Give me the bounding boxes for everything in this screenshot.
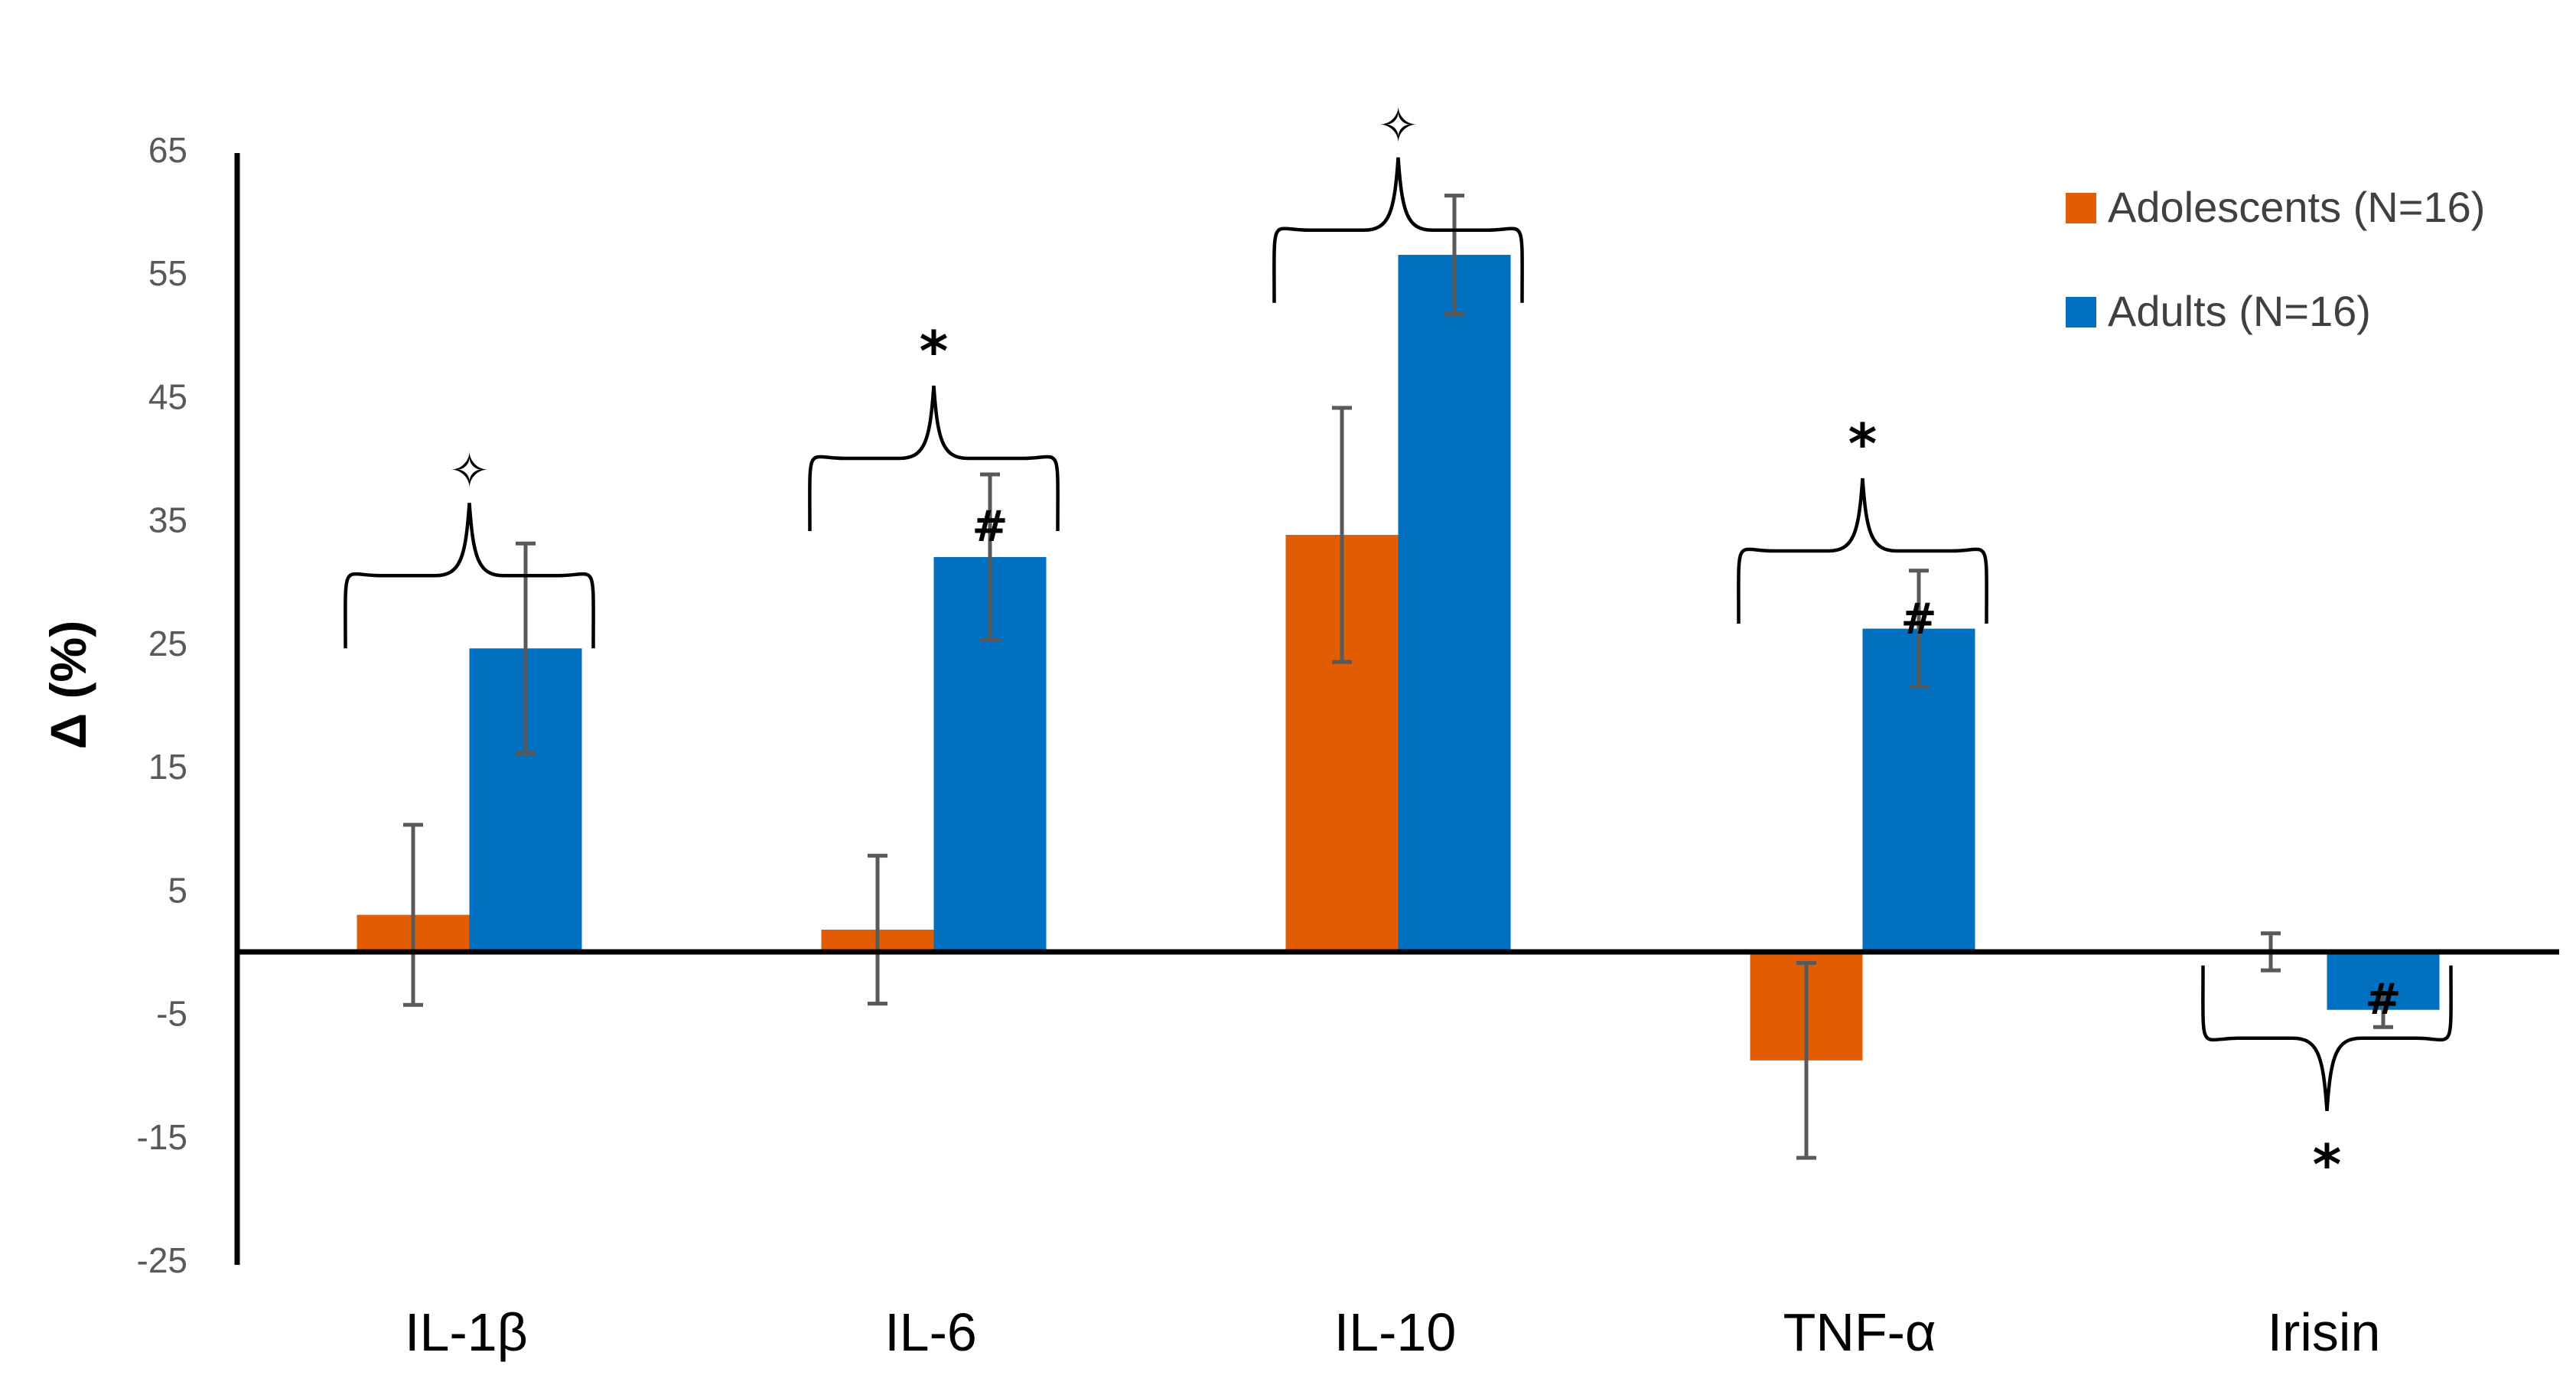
significance-symbol: ✧	[1378, 98, 1419, 155]
x-axis-categories: IL-1β IL-6 IL-10 TNF-α Irisin	[405, 1302, 2380, 1362]
category-label: IL-10	[1334, 1302, 1457, 1362]
category-label: IL-1β	[405, 1302, 528, 1362]
within-group-marker: #	[2366, 975, 2402, 1025]
significance-symbol: *	[2313, 1132, 2342, 1197]
significance-bracket	[1272, 157, 1524, 303]
category-label: IL-6	[884, 1302, 977, 1362]
significance-bracket	[2201, 965, 2453, 1111]
category-label: Irisin	[2268, 1302, 2381, 1362]
y-tick-label: -15	[137, 1117, 187, 1157]
legend-swatch-adolescents	[2066, 193, 2096, 223]
significance-bracket	[1737, 477, 1988, 624]
y-tick-label: 25	[148, 624, 187, 663]
y-axis-ticks: 65 55 45 35 25 15 5 -5 -15 -25	[137, 130, 187, 1280]
y-tick-label: 65	[148, 130, 187, 170]
significance-annotations: ✧ * # ✧ * # * #	[344, 98, 2453, 1197]
bar-adults	[1398, 255, 1511, 952]
error-bars	[403, 194, 2393, 1160]
significance-symbol: *	[920, 319, 949, 383]
significance-bracket	[344, 503, 595, 649]
legend-label: Adults (N=16)	[2108, 287, 2371, 335]
significance-symbol: *	[1848, 412, 1877, 476]
bars	[357, 255, 2440, 1061]
within-group-marker: #	[972, 502, 1008, 552]
category-label: TNF-α	[1783, 1302, 1936, 1362]
within-group-marker: #	[1901, 595, 1937, 644]
y-tick-label: 55	[148, 253, 187, 293]
y-tick-label: 5	[168, 870, 187, 910]
y-tick-label: 35	[148, 500, 187, 540]
y-tick-label: -25	[137, 1240, 187, 1280]
y-axis-label: Δ (%)	[40, 621, 96, 749]
legend-label: Adolescents (N=16)	[2108, 183, 2485, 231]
y-tick-label: 45	[148, 376, 187, 416]
axes	[234, 153, 2559, 1265]
legend: Adolescents (N=16) Adults (N=16)	[2066, 183, 2485, 335]
y-tick-label: 15	[148, 747, 187, 787]
significance-symbol: ✧	[449, 443, 490, 500]
y-tick-label: -5	[156, 994, 187, 1034]
significance-bracket	[808, 385, 1060, 532]
legend-swatch-adults	[2066, 297, 2096, 328]
